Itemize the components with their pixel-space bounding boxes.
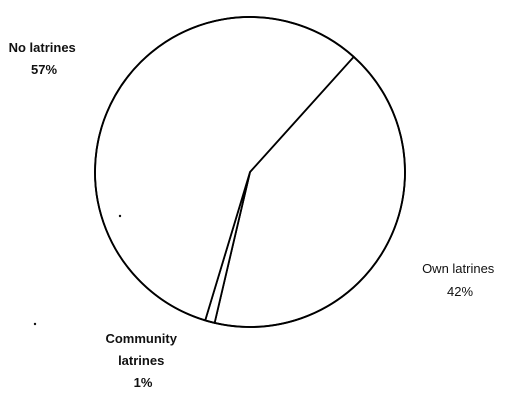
- label-community-latrines-value: 1%: [134, 375, 153, 390]
- label-own-latrines-value: 42%: [447, 284, 473, 299]
- scan-speck: [118, 214, 122, 218]
- label-no-latrines-value: 57%: [31, 62, 57, 77]
- label-no-latrines: No latrines 57%: [9, 40, 80, 77]
- label-community-latrines-name: Community: [105, 331, 177, 346]
- label-community-latrines: Community latrines 1%: [105, 331, 180, 390]
- label-no-latrines-name: No latrines: [9, 40, 76, 55]
- label-own-latrines-name: Own latrines: [422, 261, 495, 276]
- pie-labels: No latrines 57% Own latrines 42% Communi…: [9, 40, 498, 390]
- label-community-latrines-name2: latrines: [118, 353, 164, 368]
- pie-outline: [94, 16, 406, 328]
- label-own-latrines: Own latrines 42%: [422, 261, 498, 299]
- pie-slices: [94, 16, 406, 328]
- scan-speck: [33, 322, 37, 326]
